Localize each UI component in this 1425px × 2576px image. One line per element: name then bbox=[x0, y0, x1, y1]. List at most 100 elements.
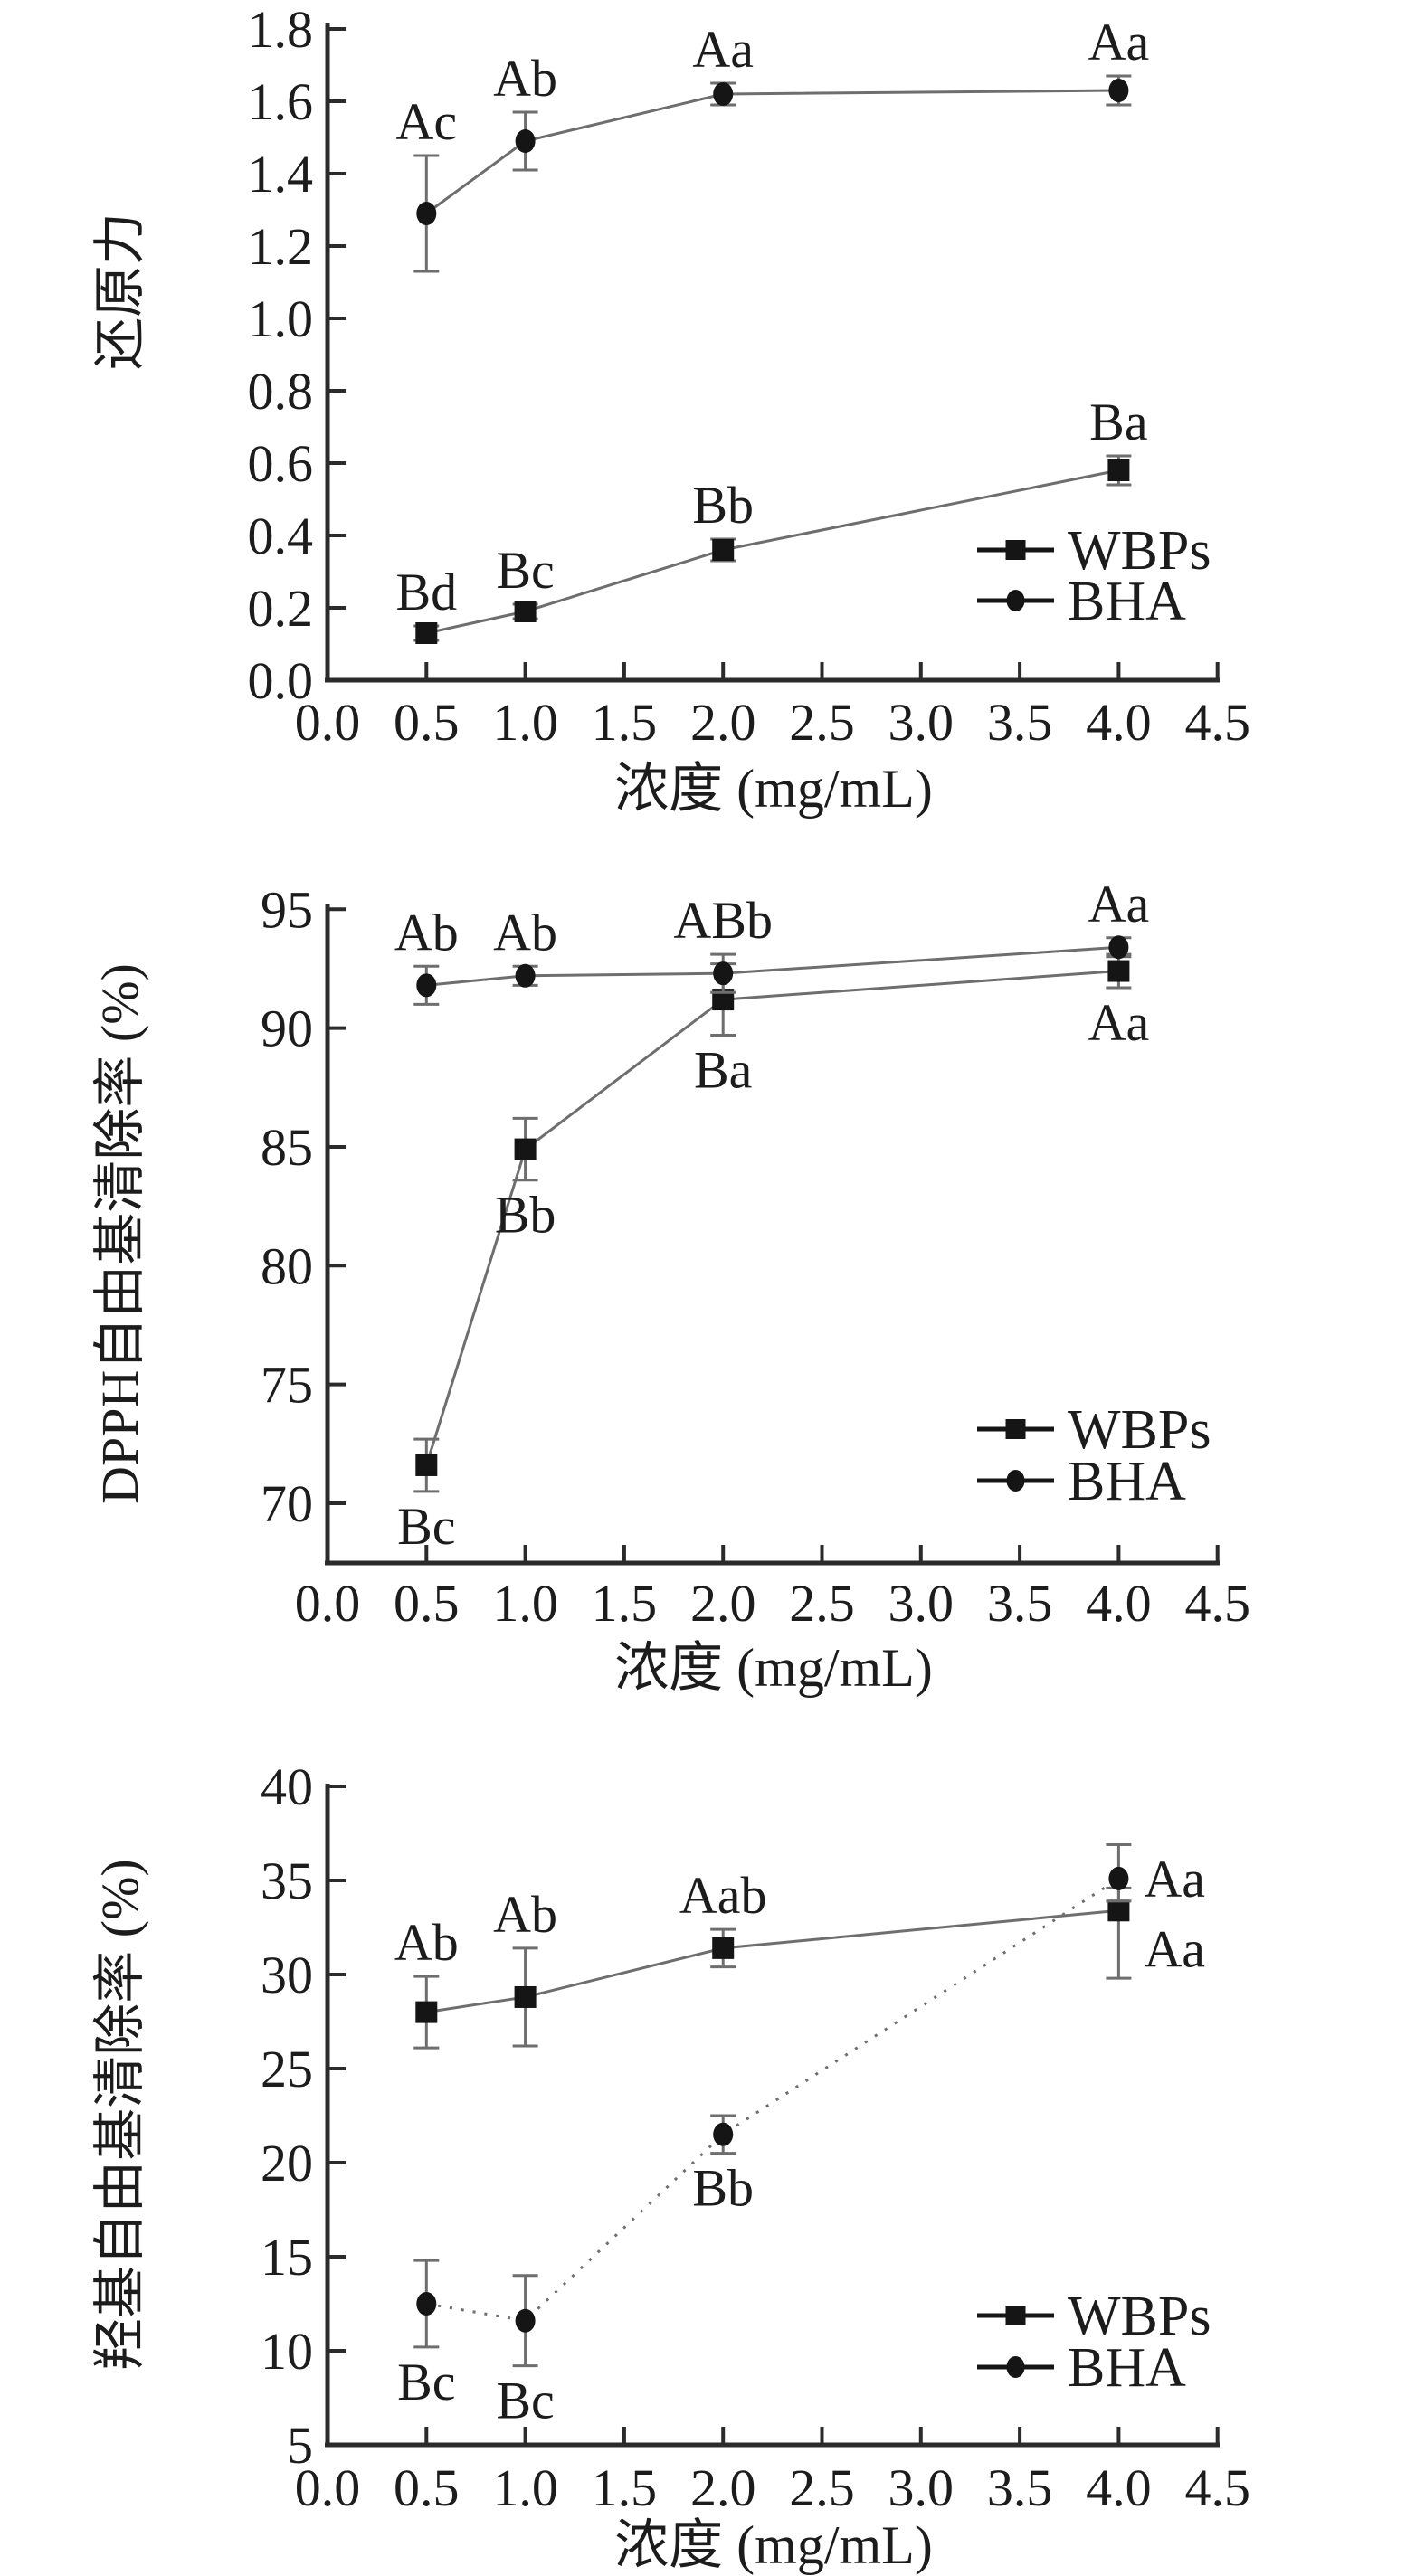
x-tick-label: 4.5 bbox=[1184, 693, 1250, 752]
legend-circle-icon bbox=[1006, 2356, 1025, 2378]
y-tick-label: 30 bbox=[261, 1946, 313, 2004]
data-point-circle-icon bbox=[713, 2122, 734, 2146]
y-tick-label: 25 bbox=[261, 2040, 313, 2098]
legend-label: WBPs bbox=[1068, 1399, 1211, 1461]
y-tick-label: 75 bbox=[261, 1356, 313, 1415]
x-axis-title: 浓度 (mg/mL) bbox=[614, 1638, 933, 1698]
y-tick-label: 1.4 bbox=[248, 145, 314, 204]
y-tick-label: 1.0 bbox=[248, 289, 314, 348]
legend-circle-icon bbox=[1006, 1470, 1025, 1492]
y-tick-label: 1.6 bbox=[248, 72, 314, 131]
series-line-WBPs bbox=[424, 970, 1119, 1466]
y-axis-title: 还原力 bbox=[90, 213, 149, 370]
legend-square-icon bbox=[1005, 540, 1026, 560]
x-tick-label: 1.5 bbox=[592, 2458, 658, 2517]
y-tick-label: 1.8 bbox=[248, 0, 314, 59]
x-tick-label: 2.5 bbox=[789, 2458, 855, 2517]
data-point-circle-icon bbox=[416, 973, 437, 998]
x-tick-label: 4.0 bbox=[1086, 2458, 1152, 2517]
point-label: Bd bbox=[395, 563, 457, 621]
point-label: Bc bbox=[397, 1497, 455, 1556]
x-tick-label: 0.0 bbox=[295, 2458, 361, 2517]
y-axis-title: 羟基自由基清除率 (%) bbox=[90, 1859, 149, 2370]
x-tick-label: 1.0 bbox=[492, 2458, 558, 2517]
point-label: Bb bbox=[495, 1186, 556, 1245]
x-tick-label: 1.5 bbox=[592, 1574, 658, 1633]
data-point-square-icon bbox=[514, 1985, 537, 2008]
data-point-circle-icon bbox=[713, 961, 734, 986]
y-tick-label: 85 bbox=[261, 1118, 313, 1177]
point-label: Bb bbox=[692, 476, 754, 535]
y-tick-label: 10 bbox=[261, 2322, 313, 2381]
data-point-circle-icon bbox=[1108, 935, 1129, 960]
x-tick-label: 1.0 bbox=[492, 693, 558, 752]
data-point-circle-icon bbox=[515, 129, 536, 153]
x-tick-label: 2.0 bbox=[690, 693, 756, 752]
x-tick-label: 3.5 bbox=[987, 2458, 1053, 2517]
point-label: Bc bbox=[496, 2372, 554, 2430]
point-label: Aa bbox=[1088, 13, 1150, 71]
x-axis-title: 浓度 (mg/mL) bbox=[614, 2515, 933, 2575]
legend-label: WBPs bbox=[1068, 2286, 1211, 2347]
x-tick-label: 2.5 bbox=[789, 1574, 855, 1633]
point-label: Aa bbox=[1088, 875, 1150, 933]
x-tick-label: 0.5 bbox=[394, 693, 460, 752]
legend-label: BHA bbox=[1068, 2337, 1186, 2399]
y-tick-label: 0.8 bbox=[248, 362, 314, 421]
data-point-square-icon bbox=[415, 2001, 438, 2023]
point-label: Ab bbox=[394, 903, 459, 961]
data-point-circle-icon bbox=[416, 2292, 437, 2316]
legend-label: BHA bbox=[1068, 1451, 1186, 1512]
y-tick-label: 15 bbox=[261, 2228, 313, 2287]
data-point-square-icon bbox=[514, 601, 537, 622]
point-label: Bc bbox=[397, 2353, 455, 2411]
x-tick-label: 1.0 bbox=[492, 1574, 558, 1633]
data-point-square-icon bbox=[514, 1138, 537, 1160]
y-tick-label: 80 bbox=[261, 1236, 313, 1295]
point-label: Ab bbox=[394, 1913, 459, 1972]
data-point-square-icon bbox=[1107, 1899, 1130, 1922]
x-tick-label: 2.0 bbox=[690, 2458, 756, 2517]
point-label: Ba bbox=[694, 1040, 752, 1099]
data-point-circle-icon bbox=[515, 963, 536, 988]
legend-square-icon bbox=[1005, 2306, 1026, 2325]
y-tick-label: 0.6 bbox=[248, 434, 314, 493]
data-point-circle-icon bbox=[713, 82, 734, 106]
y-tick-label: 20 bbox=[261, 2134, 313, 2192]
y-tick-label: 95 bbox=[261, 880, 313, 939]
point-label: Ac bbox=[395, 92, 457, 151]
x-tick-label: 4.0 bbox=[1086, 693, 1152, 752]
point-label: Ab bbox=[493, 903, 557, 961]
y-tick-label: 0.0 bbox=[248, 651, 314, 710]
x-axis-title: 浓度 (mg/mL) bbox=[614, 759, 933, 819]
data-point-circle-icon bbox=[1108, 1866, 1129, 1890]
y-tick-label: 35 bbox=[261, 1852, 313, 1910]
x-tick-label: 4.0 bbox=[1086, 1574, 1152, 1633]
point-label: Ba bbox=[1089, 393, 1147, 451]
series-line-BHA bbox=[426, 945, 1119, 987]
legend-label: WBPs bbox=[1068, 520, 1211, 582]
data-point-square-icon bbox=[712, 539, 735, 561]
x-tick-label: 0.0 bbox=[295, 693, 361, 752]
y-tick-label: 70 bbox=[261, 1474, 313, 1533]
series-line-BHA bbox=[425, 89, 1119, 215]
x-tick-label: 2.5 bbox=[789, 693, 855, 752]
x-tick-label: 4.5 bbox=[1184, 2458, 1250, 2517]
x-tick-label: 3.0 bbox=[888, 693, 955, 752]
data-point-circle-icon bbox=[515, 2308, 536, 2333]
y-tick-label: 5 bbox=[287, 2416, 313, 2475]
data-point-square-icon bbox=[1107, 459, 1130, 481]
point-label: Aa bbox=[1144, 1919, 1205, 1978]
data-point-circle-icon bbox=[416, 202, 437, 225]
x-tick-label: 3.5 bbox=[987, 693, 1053, 752]
x-tick-label: 1.5 bbox=[592, 693, 658, 752]
data-point-square-icon bbox=[415, 622, 438, 644]
y-tick-label: 90 bbox=[261, 999, 313, 1058]
data-point-square-icon bbox=[712, 1937, 735, 1959]
x-tick-label: 0.0 bbox=[295, 1574, 361, 1633]
y-tick-label: 0.2 bbox=[248, 579, 314, 638]
legend-circle-icon bbox=[1006, 590, 1025, 611]
data-point-square-icon bbox=[415, 1454, 438, 1476]
